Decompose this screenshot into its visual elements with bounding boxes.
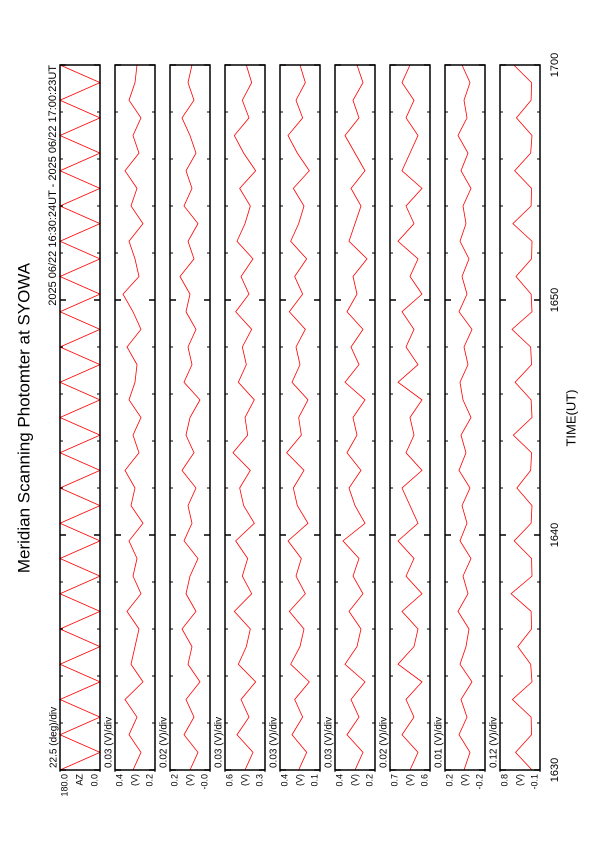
panel-frame — [444, 64, 486, 771]
scale-label: 0.01 (V)/div — [434, 717, 445, 768]
scale-label: 0.03 (V)/div — [104, 717, 115, 768]
y-tick-label: 0.6 — [224, 774, 234, 787]
data-line — [342, 64, 368, 771]
y-tick-label: 180.0 — [59, 774, 69, 797]
y-axis-label: (V) — [514, 774, 524, 786]
data-line — [232, 64, 257, 771]
y-tick-label: 0.4 — [114, 774, 124, 787]
panel-frame — [334, 64, 376, 771]
y-axis-label: (V) — [349, 774, 359, 786]
panel-frame — [499, 64, 541, 771]
y-tick-label: 0.2 — [444, 774, 454, 787]
panel-frame — [169, 64, 211, 771]
rotated-plot: Meridian Scanning Photomter at SYOWA 202… — [14, 53, 578, 797]
data-line — [286, 64, 310, 771]
y-tick-label: 0.8 — [499, 774, 509, 787]
y-tick-label: -0.2 — [474, 774, 484, 790]
y-tick-label: 0.2 — [169, 774, 179, 787]
data-line — [457, 64, 473, 771]
y-tick-label: 0.1 — [309, 774, 319, 787]
x-tick-label: 1630 — [549, 758, 561, 782]
y-tick-label: 0.2 — [364, 774, 374, 787]
panel-frame — [59, 64, 101, 771]
subtitle: 2025 06/22 16:30:24UT - 2025 06/22 17:00… — [47, 65, 59, 306]
y-tick-label: -0.1 — [529, 774, 539, 790]
scale-label: 0.03 (V)/div — [214, 717, 225, 768]
y-tick-label: 0.4 — [334, 774, 344, 787]
y-tick-label: 0.3 — [254, 774, 264, 787]
scale-label: 0.12 (V)/div — [489, 717, 500, 768]
scale-label: 0.02 (V)/div — [379, 717, 390, 768]
scale-label: 0.03 (V)/div — [269, 717, 280, 768]
y-tick-label: 0.2 — [144, 774, 154, 787]
x-tick-label: 1650 — [549, 288, 561, 312]
y-tick-label: 0.7 — [389, 774, 399, 787]
y-axis-label: (V) — [184, 774, 194, 786]
data-line — [510, 64, 533, 771]
panel-frame — [114, 64, 156, 771]
y-tick-label: 0.4 — [279, 774, 289, 787]
chart-title: Meridian Scanning Photomter at SYOWA — [14, 262, 33, 573]
x-axis-label: TIME(UT) — [563, 389, 578, 446]
y-axis-label: (V) — [239, 774, 249, 786]
x-tick-label: 1700 — [549, 53, 561, 77]
data-line — [397, 64, 423, 771]
scale-label: 0.03 (V)/div — [324, 717, 335, 768]
data-line — [122, 64, 144, 771]
panel-frame — [389, 64, 431, 771]
x-tick-label: 1640 — [549, 523, 561, 547]
y-tick-label: -0.0 — [199, 774, 209, 790]
y-axis-label: (V) — [459, 774, 469, 786]
scale-label: 0.02 (V)/div — [159, 717, 170, 768]
y-axis-label: AZ — [74, 774, 84, 786]
data-line — [59, 64, 101, 771]
panel-frame — [224, 64, 266, 771]
y-axis-label: (V) — [129, 774, 139, 786]
y-tick-label: 0.6 — [419, 774, 429, 787]
panel-frame — [279, 64, 321, 771]
scale-label: 22.5 (deg)/div — [49, 707, 60, 768]
data-line — [179, 64, 201, 771]
y-tick-label: 0.0 — [89, 774, 99, 787]
y-axis-label: (V) — [294, 774, 304, 786]
y-axis-label: (V) — [404, 774, 414, 786]
